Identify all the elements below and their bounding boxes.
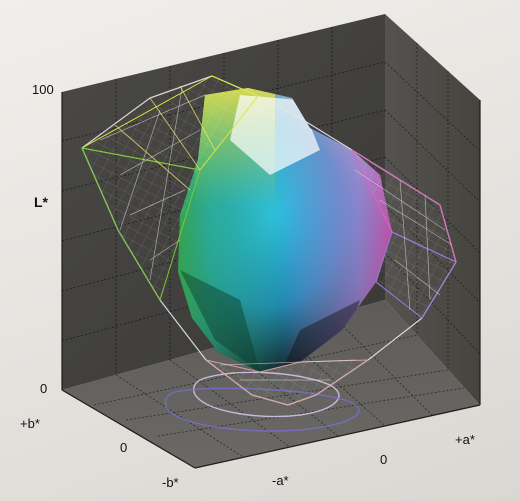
right-wall-grid bbox=[384, 43, 481, 370]
a-axis-positive-label: +a* bbox=[455, 432, 475, 447]
b-axis-zero-label: 0 bbox=[120, 440, 128, 455]
b-axis-positive-label: +b* bbox=[20, 416, 40, 431]
b-axis-negative-label: -b* bbox=[162, 475, 179, 490]
a-axis-negative-label: -a* bbox=[272, 473, 289, 488]
l-axis-max-label: 100 bbox=[32, 82, 54, 97]
gamut-wireframe bbox=[81, 75, 457, 406]
axis-frame bbox=[61, 92, 481, 469]
l-axis-min-label: 0 bbox=[40, 381, 48, 396]
l-axis-name-label: L* bbox=[34, 194, 48, 210]
a-axis-zero-label: 0 bbox=[380, 452, 388, 467]
